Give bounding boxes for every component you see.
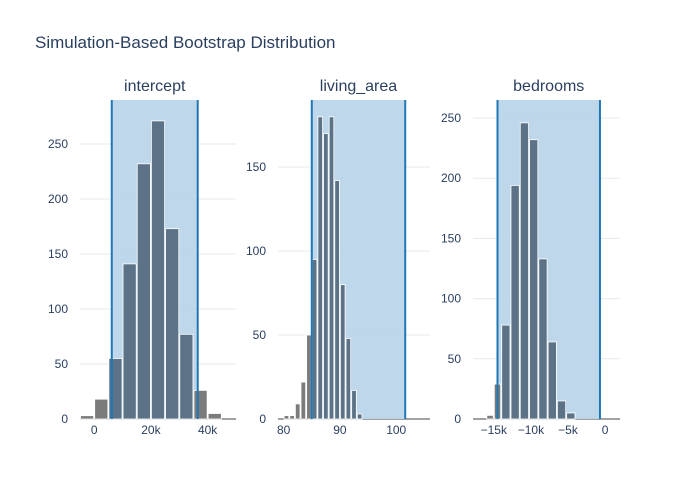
histogram-bar [207,413,222,420]
histogram-bar [529,139,539,420]
histogram-bar [294,403,301,420]
y-tick-label: 200 [441,171,461,185]
histogram-bar [193,389,208,420]
y-tick-label: 0 [61,412,68,426]
y-tick-label: 50 [448,352,462,366]
histogram-bar [334,180,340,420]
histogram-bar [501,324,511,420]
histogram-bar [136,163,151,420]
histogram-bar [151,120,165,420]
y-tick-label: 250 [441,111,461,125]
x-tick-label: 20k [141,423,161,437]
histogram-bar [323,133,329,420]
histogram-bar [94,398,109,420]
histogram-bar [356,413,363,420]
histogram-bar [510,185,520,420]
panel-title: living_area [319,78,398,95]
histogram-bar [283,415,290,420]
y-tick-label: 50 [253,328,267,342]
y-tick-label: 150 [246,160,266,174]
histogram-bar [165,228,180,420]
histogram-bar [486,414,494,420]
y-tick-label: 200 [48,192,68,206]
y-tick-label: 50 [55,357,69,371]
panel-title: intercept [124,78,186,95]
histogram-bar [328,116,335,420]
x-tick-label: −15k [481,423,508,437]
histogram-bar [289,415,295,420]
y-tick-label: 100 [441,292,461,306]
histogram-bar [345,338,352,420]
histogram-bar [351,390,357,420]
x-tick-label: 100 [386,423,406,437]
histogram-bar [80,415,95,420]
panel-title: bedrooms [513,78,585,95]
x-tick-label: 0 [91,423,98,437]
chart-title: Simulation-Based Bootstrap Distribution [35,33,336,52]
y-tick-label: 150 [441,231,461,245]
histogram-bar [306,334,312,420]
histogram-bar [311,259,318,420]
histogram-bar [547,341,557,420]
x-tick-label: −5k [558,423,579,437]
histogram-bar [556,400,567,420]
histogram-bar [122,263,137,420]
y-tick-label: 0 [259,412,266,426]
x-tick-label: 40k [198,423,218,437]
histogram-bar [179,333,194,420]
x-tick-label: 80 [277,423,291,437]
y-tick-label: 0 [454,412,461,426]
histogram-bar [340,284,346,420]
y-tick-label: 150 [48,247,68,261]
x-tick-label: 90 [333,423,347,437]
histogram-bar [300,381,307,420]
histogram-bar [566,412,576,420]
x-tick-label: 0 [602,423,609,437]
y-tick-label: 100 [246,244,266,258]
y-tick-label: 250 [48,137,68,151]
x-tick-label: −10k [518,423,545,437]
y-tick-label: 100 [48,302,68,316]
histogram-bar [538,258,548,420]
histogram-bar [317,116,323,420]
histogram-bar [519,122,529,420]
